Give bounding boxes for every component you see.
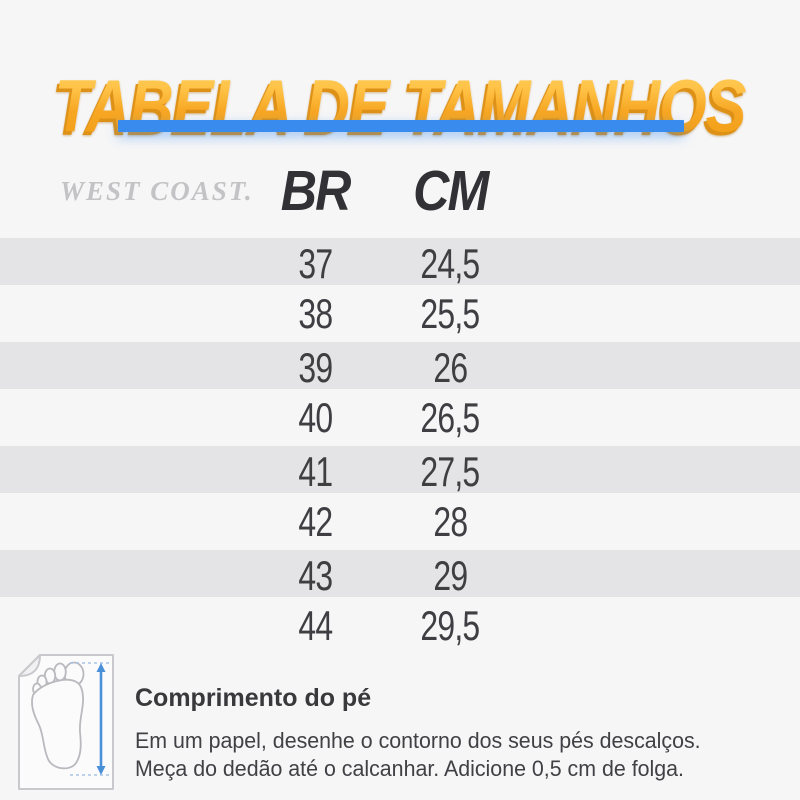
measurement-instructions: Comprimento do pé Em um papel, desenhe o… bbox=[135, 684, 795, 783]
foot-measurement-icon bbox=[18, 654, 114, 790]
column-header-br-label: BR bbox=[280, 159, 352, 223]
divider-bar bbox=[118, 120, 684, 132]
cell-cm: 29 bbox=[433, 552, 468, 599]
foot-outline bbox=[31, 661, 85, 770]
column-header-cm: CM bbox=[350, 160, 550, 222]
measure-arrow bbox=[96, 663, 106, 775]
cell-cm: 24,5 bbox=[420, 240, 480, 287]
cell-br: 44 bbox=[298, 602, 333, 649]
table-row: 42 28 bbox=[0, 496, 800, 548]
cell-br: 40 bbox=[298, 394, 333, 441]
column-header-cm-label: CM bbox=[412, 159, 489, 223]
table-row: 37 24,5 bbox=[0, 236, 800, 288]
table-row: 39 26 bbox=[0, 340, 800, 392]
cell-cm: 28 bbox=[433, 498, 468, 545]
page-title: TABELA DE TAMANHOS bbox=[12, 64, 788, 149]
size-table: 37 24,5 38 25,5 39 26 40 26,5 41 27,5 42… bbox=[0, 236, 800, 652]
table-row: 43 29 bbox=[0, 548, 800, 600]
instructions-line1: Em um papel, desenhe o contorno dos seus… bbox=[135, 728, 701, 753]
table-row: 40 26,5 bbox=[0, 392, 800, 444]
table-row: 44 29,5 bbox=[0, 600, 800, 652]
cell-cm: 27,5 bbox=[420, 448, 480, 495]
cell-br: 37 bbox=[298, 240, 333, 287]
brand-logo: WEST COAST. bbox=[60, 176, 254, 206]
table-row: 41 27,5 bbox=[0, 444, 800, 496]
cell-br: 39 bbox=[298, 344, 333, 391]
column-header-br: BR bbox=[215, 160, 415, 222]
cell-cm: 29,5 bbox=[420, 602, 480, 649]
cell-br: 42 bbox=[298, 498, 333, 545]
cell-cm: 25,5 bbox=[420, 290, 480, 337]
cell-cm: 26 bbox=[433, 344, 468, 391]
paper-fold bbox=[18, 654, 41, 677]
cell-br: 38 bbox=[298, 290, 333, 337]
cell-cm: 26,5 bbox=[420, 394, 480, 441]
cell-br: 43 bbox=[298, 552, 333, 599]
table-row: 38 25,5 bbox=[0, 288, 800, 340]
instructions-heading: Comprimento do pé bbox=[135, 684, 372, 712]
instructions-line2: Meça do dedão até o calcanhar. Adicione … bbox=[135, 756, 685, 781]
cell-br: 41 bbox=[298, 448, 333, 495]
